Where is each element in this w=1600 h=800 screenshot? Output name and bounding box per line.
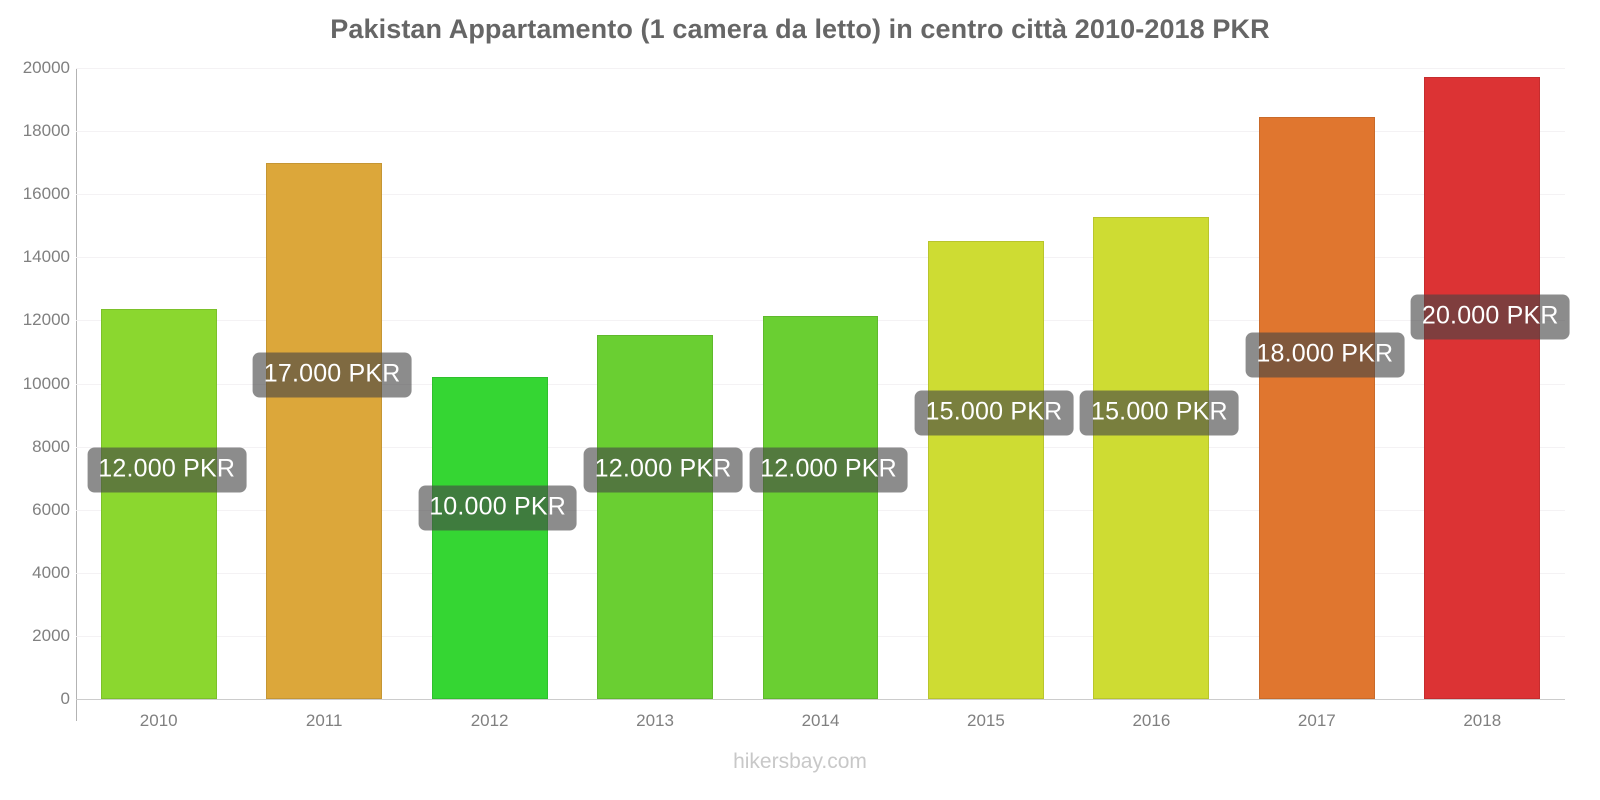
y-axis-line: [76, 68, 77, 721]
x-tick-label-2015: 2015: [967, 711, 1005, 730]
y-tick-label: 18000: [22, 121, 70, 141]
value-label-2017: 18.000 PKR: [1245, 332, 1405, 378]
y-tick-label: 20000: [22, 58, 70, 77]
bar-2012[interactable]: [431, 377, 548, 699]
x-tick-label-2014: 2014: [801, 711, 840, 730]
value-label-2010: 12.000 PKR: [87, 447, 247, 493]
gridline: [76, 68, 1565, 69]
x-tick-label-2012: 2012: [470, 711, 509, 730]
value-label-2016: 15.000 PKR: [1079, 390, 1239, 436]
bar-2011[interactable]: [266, 162, 383, 699]
x-tick-label-2017: 2017: [1297, 711, 1336, 730]
value-label-2013: 12.000 PKR: [583, 447, 743, 493]
bar-2015[interactable]: [928, 240, 1044, 699]
value-label-2014: 12.000 PKR: [749, 447, 908, 493]
x-tick-label-2013: 2013: [636, 711, 674, 730]
y-tick-label: 4000: [32, 562, 70, 582]
bar-2017[interactable]: [1258, 116, 1375, 699]
value-label-2011: 17.000 PKR: [252, 352, 412, 397]
y-tick-label: 12000: [22, 310, 70, 330]
x-tick-label-2010: 2010: [139, 711, 178, 730]
bar-2016[interactable]: [1093, 217, 1210, 699]
bar-2013[interactable]: [597, 334, 713, 699]
bar-2018[interactable]: [1424, 76, 1541, 699]
gridline: [76, 131, 1565, 133]
x-tick-label-2016: 2016: [1132, 711, 1171, 730]
value-label-2018: 20.000 PKR: [1410, 294, 1570, 340]
gridline: [76, 194, 1565, 196]
gridline: [76, 699, 1565, 700]
y-tick-label: 10000: [22, 373, 70, 393]
y-tick-label: 0: [60, 689, 70, 708]
bar-2014[interactable]: [762, 315, 879, 699]
x-tick-label-2011: 2011: [305, 711, 343, 730]
value-label-2015: 15.000 PKR: [914, 390, 1074, 436]
bar-2010[interactable]: [100, 309, 217, 699]
x-tick-label-2018: 2018: [1463, 711, 1502, 730]
plot-area: 12.000 PKR 17.000 PKR 10.000 PKR 12.000 PKR…: [76, 68, 1570, 700]
y-tick-label: 8000: [32, 436, 70, 456]
chart-title: Pakistan Appartamento (1 camera da letto…: [330, 14, 1270, 44]
y-tick-label: 14000: [22, 247, 70, 267]
y-tick-label: 16000: [22, 184, 70, 204]
footer-credit: hikersbay.com: [733, 750, 867, 773]
value-label-2012: 10.000 PKR: [418, 485, 578, 531]
y-tick-label: 6000: [32, 499, 70, 519]
y-tick-label: 2000: [32, 625, 70, 645]
gridline: [76, 257, 1565, 259]
